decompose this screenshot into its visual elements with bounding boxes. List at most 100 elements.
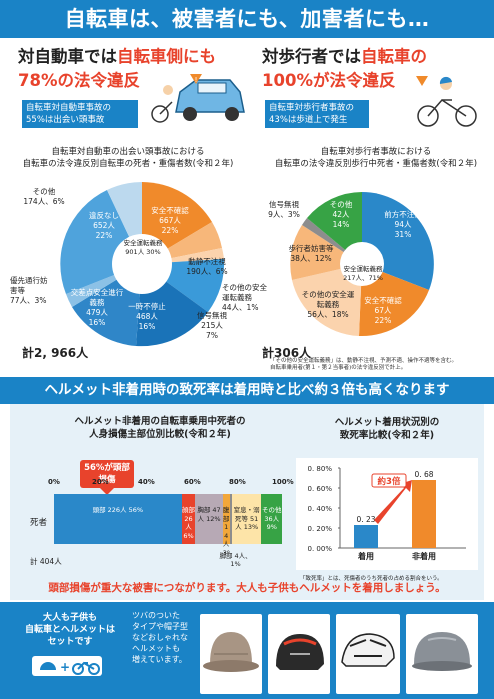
- bar-segment-label-2: 胸部 47人 12%: [197, 506, 221, 523]
- right-label-0-pct: 31%: [394, 230, 412, 239]
- left-caption-2: 自転車の法令違反別自転車の死者・重傷者数(令和２年): [22, 159, 234, 169]
- bar-title-1: ヘルメット非着用の自転車乗用中死者の: [74, 416, 246, 427]
- right-label-0-count: 94人: [394, 220, 412, 229]
- bar-segment-5: [231, 494, 262, 544]
- bicycle-pedestrian-illustration: [416, 76, 477, 127]
- left-label-0-count: 667人: [159, 216, 181, 225]
- page-banner: 自転車は、被害者にも、加害者にも…: [0, 0, 494, 38]
- right-total: 計306人: [262, 346, 312, 360]
- bar-segment-1: [181, 494, 196, 544]
- left-label-1-name: 動静不注視: [188, 257, 226, 266]
- left-label-1: 動静不注視 190人、6%: [181, 257, 233, 277]
- gray-helmet-photo: [406, 614, 478, 694]
- left-label-4: 一時不停止 468人 16%: [121, 302, 173, 332]
- helmet-plus-bicycle-icon: +: [32, 656, 102, 676]
- left-label-7-count: 652人: [93, 221, 115, 230]
- right-label-5-pct: 14%: [332, 220, 350, 229]
- left-label-4-name: 一時不停止: [128, 302, 166, 311]
- side-3: などおしゃれな: [132, 633, 188, 642]
- side-5: 増えています。: [132, 655, 187, 664]
- right-label-4: 信号無視 9人、3%: [264, 200, 304, 220]
- fatality-title: ヘルメット着用状況別の 致死率比較(令和２年): [322, 416, 452, 442]
- left-label-2: その他の安全運転義務 44人、1%: [222, 283, 272, 313]
- callout-box: [371, 473, 407, 488]
- left-label-3-name: 信号無視: [197, 311, 227, 320]
- left-headline-1b: 自転車側にも: [117, 47, 216, 66]
- helmet-band: ヘルメット非着用時の致死率は着用時と比べ約３倍も高くなります: [0, 377, 494, 404]
- bottom-slogan: 大人も子供も 自転車とヘルメットは セットです: [20, 612, 120, 648]
- bar-total: 計 404人: [30, 557, 62, 566]
- left-box-line2: 55%は出会い頭事故: [26, 115, 105, 125]
- right-label-4-count: 9人、3%: [268, 210, 300, 219]
- right-caption-1: 自転車対歩行者事故における: [320, 147, 432, 157]
- fatality-bar-0: [354, 525, 378, 548]
- left-label-0-pct: 22%: [161, 226, 179, 235]
- bar-row-label: 死者: [30, 518, 48, 528]
- right-box-line1: 自転車対歩行者事故の: [269, 103, 355, 113]
- right-caption: 自転車対歩行者事故における 自転車の法令違反別歩行中死者・重傷者数(令和２年): [258, 146, 494, 170]
- fatality-note: 「致死率」とは、死傷者のうち死者の占める割合をいう。: [300, 576, 443, 582]
- left-caption-1: 自転車対自動車の出会い頭事故における: [51, 147, 205, 157]
- bottom-side-text: ツバのついた タイプや帽子型 などおしゃれな ヘルメットも 増えています。: [132, 610, 194, 665]
- svg-text:!: !: [195, 76, 198, 84]
- tick-80: 80%: [229, 478, 246, 486]
- left-label-1-count: 190人、6%: [186, 267, 228, 276]
- pie-slice-sonota-r: [307, 192, 362, 264]
- right-label-2-count: 56人、18%: [307, 310, 349, 319]
- right-label-5-count: 42人: [332, 210, 350, 219]
- bar-segment-label-1: 顔部 26人 6%: [182, 506, 195, 540]
- about-3x-callout: 約3倍: [378, 476, 401, 487]
- fatality-bar-value-1: 0. 68: [414, 470, 433, 479]
- left-caption: 自転車対自動車の出会い頭事故における 自転車の法令違反別自転車の死者・重傷者数(…: [8, 146, 248, 170]
- right-pie-chart: [290, 192, 434, 337]
- side-4: ヘルメットも: [132, 644, 180, 653]
- y-tick-4: 0. 00%: [308, 545, 333, 553]
- right-box-line2: 43%は歩道上で発生: [269, 115, 348, 125]
- fatality-title-2: 致死率比較(令和２年): [339, 430, 435, 441]
- fatality-category-0: 着用: [357, 551, 374, 561]
- fatality-title-1: ヘルメット着用状況別の: [334, 417, 440, 428]
- bar-segment-0: [54, 494, 182, 544]
- head-injury-callout: 56%が頭部損傷: [80, 460, 134, 488]
- left-total: 計2, 966人: [22, 346, 89, 360]
- bar-segment-label-6: その他 36人 9%: [261, 506, 282, 531]
- right-label-1-pct: 22%: [374, 316, 392, 325]
- left-label-6-name: 優先通行妨害等: [10, 276, 48, 295]
- left-label-2-count: 44人、1%: [222, 303, 259, 312]
- right-label-0-name: 前方不注意: [384, 210, 422, 219]
- bar-segment-2: [195, 494, 223, 544]
- right-label-4-name: 信号無視: [269, 200, 299, 209]
- left-label-3: 信号無視 215人 7%: [188, 311, 236, 341]
- y-tick-0: 0. 80%: [308, 465, 333, 473]
- right-label-3-name: 歩行者妨害等: [288, 244, 334, 253]
- left-label-6-count: 77人、3%: [10, 296, 47, 305]
- right-caption-2: 自転車の法令違反別歩行中死者・重傷者数(令和２年): [274, 159, 478, 169]
- side-1: ツバのついた: [132, 611, 180, 620]
- tick-100: 100%: [272, 478, 294, 486]
- fatality-chart: 0. 80% 0. 60% 0. 40% 0. 20% 0. 00% 0. 23 着用 0. …: [308, 465, 466, 561]
- bar-segment-label-3: 腹部 14人 3%: [222, 506, 230, 557]
- road-helmet-photo: [336, 614, 400, 694]
- y-tick-1: 0. 60%: [308, 485, 333, 493]
- left-label-3-pct: 7%: [206, 331, 218, 340]
- svg-text:+: +: [60, 660, 70, 674]
- fatality-bar-1: [412, 480, 436, 548]
- increase-arrow: [374, 480, 412, 524]
- pie-slice-anzen-fukakunin-r: [359, 264, 429, 337]
- tick-60: 60%: [184, 478, 201, 486]
- bar-segment-label-5: 窒息・溺死等 51人 13%: [233, 506, 260, 531]
- right-label-1-count: 67人: [374, 306, 392, 315]
- left-label-3-count: 215人: [201, 321, 223, 330]
- callout-arrow: [100, 488, 114, 495]
- hat-style-helmet-photo: [200, 614, 262, 694]
- right-headline-2: 100%が法令違反: [262, 71, 396, 90]
- right-pie-center-label: 安全運転義務 217人、71%: [343, 265, 383, 282]
- left-label-8-name: その他: [32, 187, 56, 196]
- stacked-bar: 頭部 226人 56% 顔部 26人 6%胸部 47人 12%腹部 14人 3%脚…: [54, 494, 282, 568]
- tick-40: 40%: [138, 478, 155, 486]
- bar-segment-4: [229, 494, 232, 544]
- left-label-8-count: 174人、6%: [23, 197, 65, 206]
- right-note-2: 自転車乗用者(第１・第２当事者)の法令違反別で計上。: [270, 365, 407, 371]
- right-label-2-name: その他の安全運転義務: [301, 290, 355, 309]
- left-label-7-pct: 22%: [95, 231, 113, 240]
